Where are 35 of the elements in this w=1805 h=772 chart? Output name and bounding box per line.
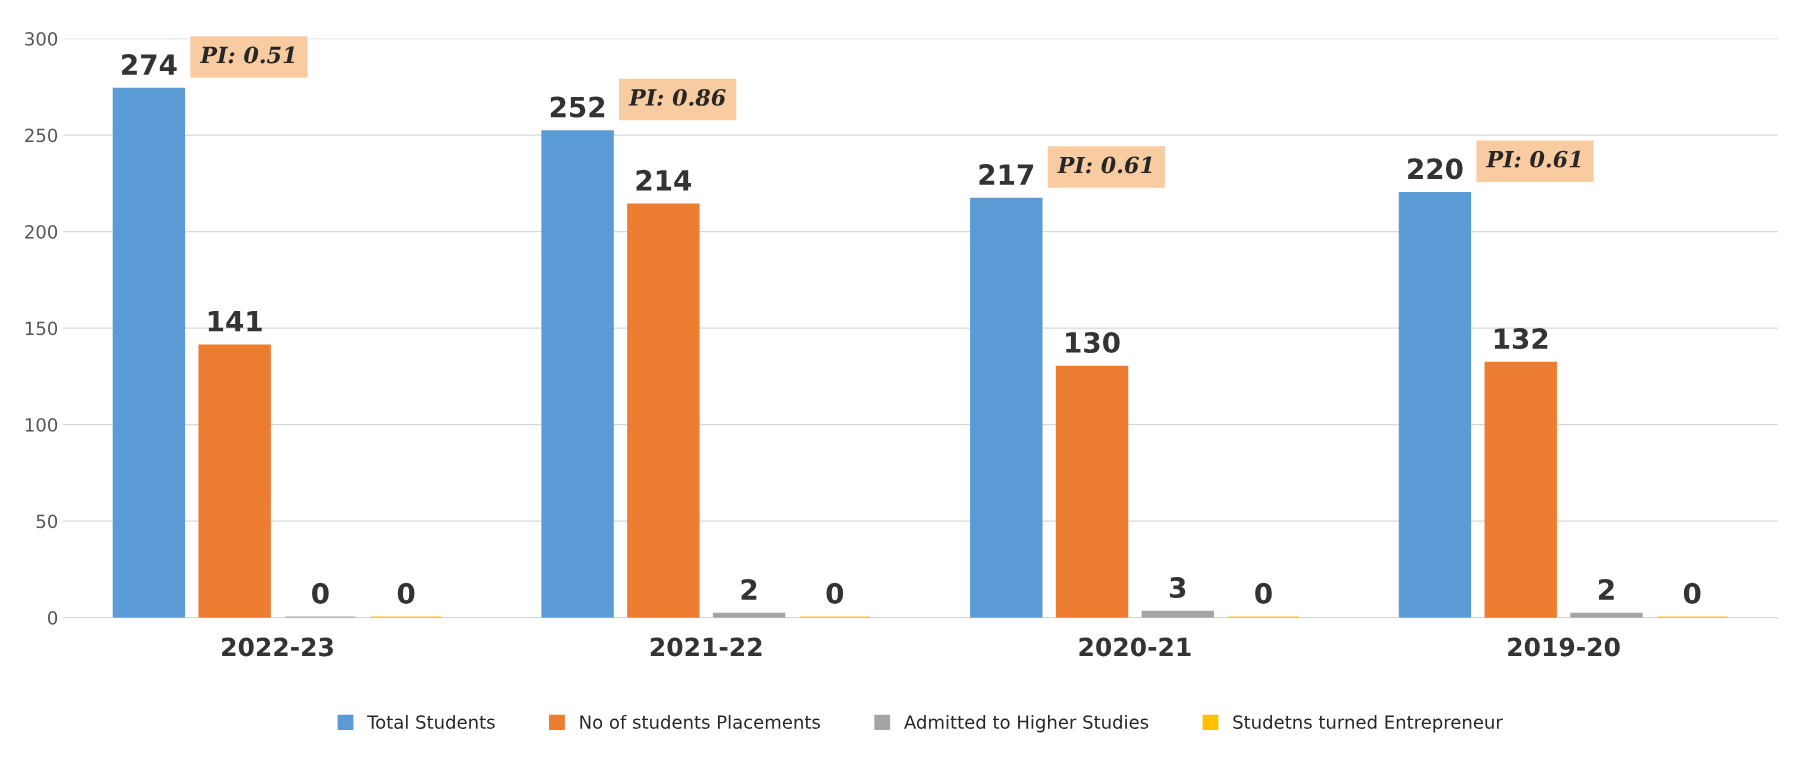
data-label: 3 — [1169, 577, 1186, 599]
data-label: 130 — [1066, 331, 1120, 353]
data-label: 2 — [741, 579, 757, 600]
y-tick-label: 0 — [48, 611, 58, 625]
data-label: 0 — [1255, 582, 1272, 604]
data-label: 0 — [397, 582, 415, 604]
annotation: PI: 0.86 — [628, 89, 726, 106]
y-tick-label: 200 — [25, 225, 58, 239]
data-label: 252 — [550, 96, 605, 118]
annotation: PI: 0.51 — [199, 46, 294, 64]
data-label: 2 — [1598, 579, 1614, 600]
y-tick-label: 250 — [25, 128, 58, 143]
x-tick-label: 2019-20 — [1508, 637, 1620, 657]
y-tick-label: 300 — [25, 32, 58, 46]
data-label: 0 — [826, 582, 844, 604]
data-label: 132 — [1494, 328, 1548, 350]
annotation: PI: 0.61 — [1057, 156, 1152, 174]
data-label: 274 — [122, 54, 177, 75]
legend-label: No of students Placements — [580, 714, 820, 729]
data-label: 217 — [979, 164, 1034, 185]
x-tick-label: 2020-21 — [1079, 637, 1191, 657]
data-label: 0 — [1683, 582, 1701, 604]
y-tick-label: 100 — [25, 418, 58, 432]
data-label: 141 — [208, 311, 262, 332]
x-tick-label: 2021-22 — [650, 637, 762, 657]
data-label: 0 — [312, 582, 329, 604]
annotation: PI: 0.61 — [1485, 150, 1581, 168]
y-tick-label: 50 — [36, 514, 58, 529]
x-tick-label: 2022-23 — [222, 637, 333, 657]
legend-label: Studetns turned Entrepreneur — [1233, 714, 1503, 733]
data-label: 214 — [636, 169, 692, 191]
legend-label: Total Students — [367, 714, 495, 729]
legend-label: Admitted to Higher Studies — [904, 714, 1149, 733]
y-tick-label: 150 — [25, 321, 58, 336]
data-label: 220 — [1408, 158, 1463, 180]
